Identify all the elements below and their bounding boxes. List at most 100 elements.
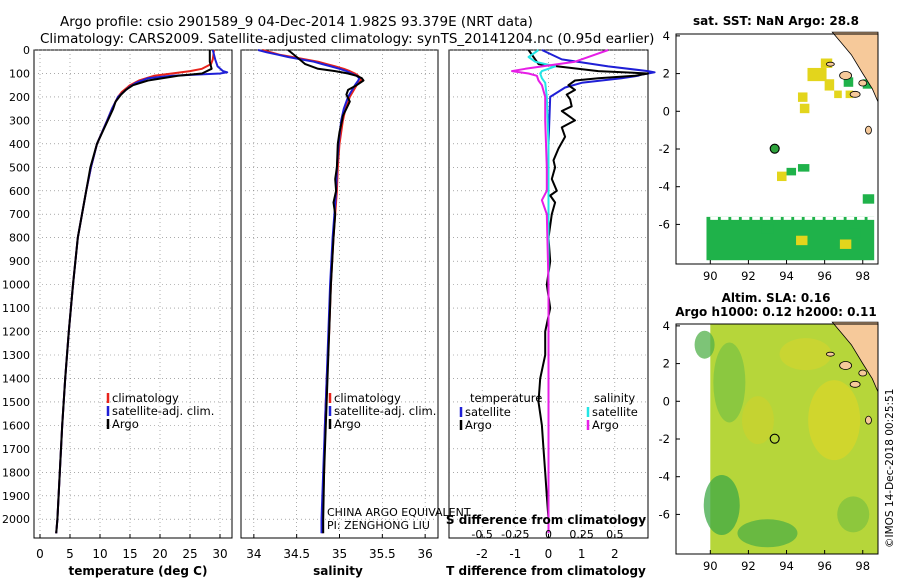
map-y-tick-label: -6 [659, 507, 670, 521]
x-tick-label: 35 [332, 547, 347, 561]
x-tick-label: 20 [152, 547, 167, 561]
depth-tick-label: 1600 [2, 419, 30, 432]
top-tick-label: -0.25 [501, 528, 529, 541]
map-y-tick-label: 2 [663, 357, 670, 371]
depth-tick-label: 500 [9, 161, 30, 174]
sst-gap [741, 216, 750, 220]
depth-tick-label: 900 [9, 255, 30, 268]
sst-cell [797, 164, 810, 172]
top-tick-label: 0.25 [569, 528, 594, 541]
sst-gap [710, 216, 718, 220]
x-tick-label: 35.5 [369, 547, 396, 561]
map-x-tick-label: 98 [855, 269, 870, 283]
island [839, 361, 853, 370]
depth-tick-label: 800 [9, 232, 30, 245]
series-line-salinity-satellite [527, 49, 557, 534]
salinity-xlabel: salinity [313, 564, 363, 578]
sst-gap [857, 216, 865, 220]
sst-gap [783, 216, 792, 220]
depth-tick-label: 2000 [2, 513, 30, 526]
sst-cell [839, 239, 852, 249]
depth-tick-label: 700 [9, 208, 30, 221]
series-line-argo [55, 50, 213, 534]
sst-cell [834, 90, 842, 99]
legend-label: Argo [112, 417, 139, 431]
depth-tick-label: 1400 [2, 372, 30, 385]
sst-gap [731, 216, 739, 220]
island [858, 369, 868, 377]
title-line-1: Argo profile: csio 2901589_9 04-Dec-2014… [60, 14, 533, 30]
map-y-tick-label: 4 [663, 29, 670, 43]
sst-cell [849, 228, 861, 238]
sla-anomaly-blob [694, 330, 715, 359]
island [839, 71, 853, 80]
depth-tick-label: 1300 [2, 349, 30, 362]
legend-label: satellite-adj. clim. [112, 404, 214, 418]
island [858, 79, 868, 87]
map-y-tick-label: 2 [663, 67, 670, 81]
map-x-tick-label: 96 [817, 559, 832, 573]
salinity-panel: 34 34.5 35 35.5 36 climatologysatellite-adj. … [240, 49, 439, 561]
series-line-argo [287, 49, 365, 534]
sst-gap [752, 216, 760, 220]
island [849, 380, 861, 388]
temperature-xlabel: temperature (deg C) [69, 564, 208, 578]
x-tick-label: 2 [611, 547, 619, 561]
island [825, 351, 835, 357]
map-x-tick-label: 92 [741, 559, 756, 573]
argo-position-marker [769, 143, 780, 154]
map-y-tick-label: 0 [663, 104, 670, 118]
depth-tick-label: 300 [9, 114, 30, 127]
island [865, 415, 872, 425]
sst-cell [843, 77, 854, 87]
sla-anomaly-blob [741, 396, 774, 445]
sla-map-panel: 90 92 94 96 98 4 2 0 -2 -4 -6 [659, 319, 879, 573]
map-x-tick-label: 94 [779, 269, 794, 283]
legend-label: Argo [465, 418, 492, 432]
sla-anomaly-blob [808, 380, 861, 461]
depth-tick-label: 100 [9, 67, 30, 80]
map-y-tick-label: -2 [659, 432, 670, 446]
x-tick-label: 30 [212, 547, 227, 561]
x-tick-label: -2 [476, 547, 488, 561]
sst-band [706, 216, 875, 261]
island [849, 90, 861, 98]
sla-anomaly-blob [713, 342, 746, 423]
depth-tick-label: 200 [9, 91, 30, 104]
title-line-2: Climatology: CARS2009. Satellite-adjuste… [40, 31, 654, 47]
sst-cell [807, 67, 827, 82]
depth-tick-label: 1800 [2, 466, 30, 479]
sst-cell [796, 235, 808, 246]
x-tick-label: 0 [545, 547, 553, 561]
sst-cell [824, 79, 835, 91]
series-line-temperature-argo [527, 49, 649, 534]
difference-xlabel: T difference from climatology [446, 564, 646, 578]
sst-cell [799, 103, 810, 114]
map-x-tick-label: 92 [741, 269, 756, 283]
x-tick-label: 0 [36, 547, 44, 561]
legend-label: satellite-adj. clim. [334, 404, 436, 418]
depth-tick-label: 1700 [2, 443, 30, 456]
map-x-tick-label: 96 [817, 269, 832, 283]
legend-label: climatology [334, 391, 401, 405]
depth-tick-label: 1200 [2, 326, 30, 339]
legend-title-temperature: temperature [470, 391, 542, 405]
sst-cell [797, 92, 808, 102]
x-tick-label: 15 [122, 547, 137, 561]
depth-tick-label: 1100 [2, 302, 30, 315]
sst-gap [825, 216, 834, 220]
sla-map-subtitle: Argo h1000: 0.12 h2000: 0.11 [675, 305, 876, 319]
sst-gap [836, 216, 844, 220]
top-tick-label: 0.5 [606, 528, 624, 541]
temperature-panel: 0100200300400500600700800900100011001200… [2, 44, 233, 561]
legend-label: Argo [592, 418, 619, 432]
sst-cell [777, 171, 787, 182]
legend-label: Argo [334, 417, 361, 431]
map-x-tick-label: 90 [703, 269, 718, 283]
sst-cell [862, 194, 875, 204]
sst-gap [762, 216, 771, 220]
depth-tick-label: 1500 [2, 396, 30, 409]
map-y-tick-label: -4 [659, 470, 670, 484]
top-tick-label: -0.5 [471, 528, 492, 541]
